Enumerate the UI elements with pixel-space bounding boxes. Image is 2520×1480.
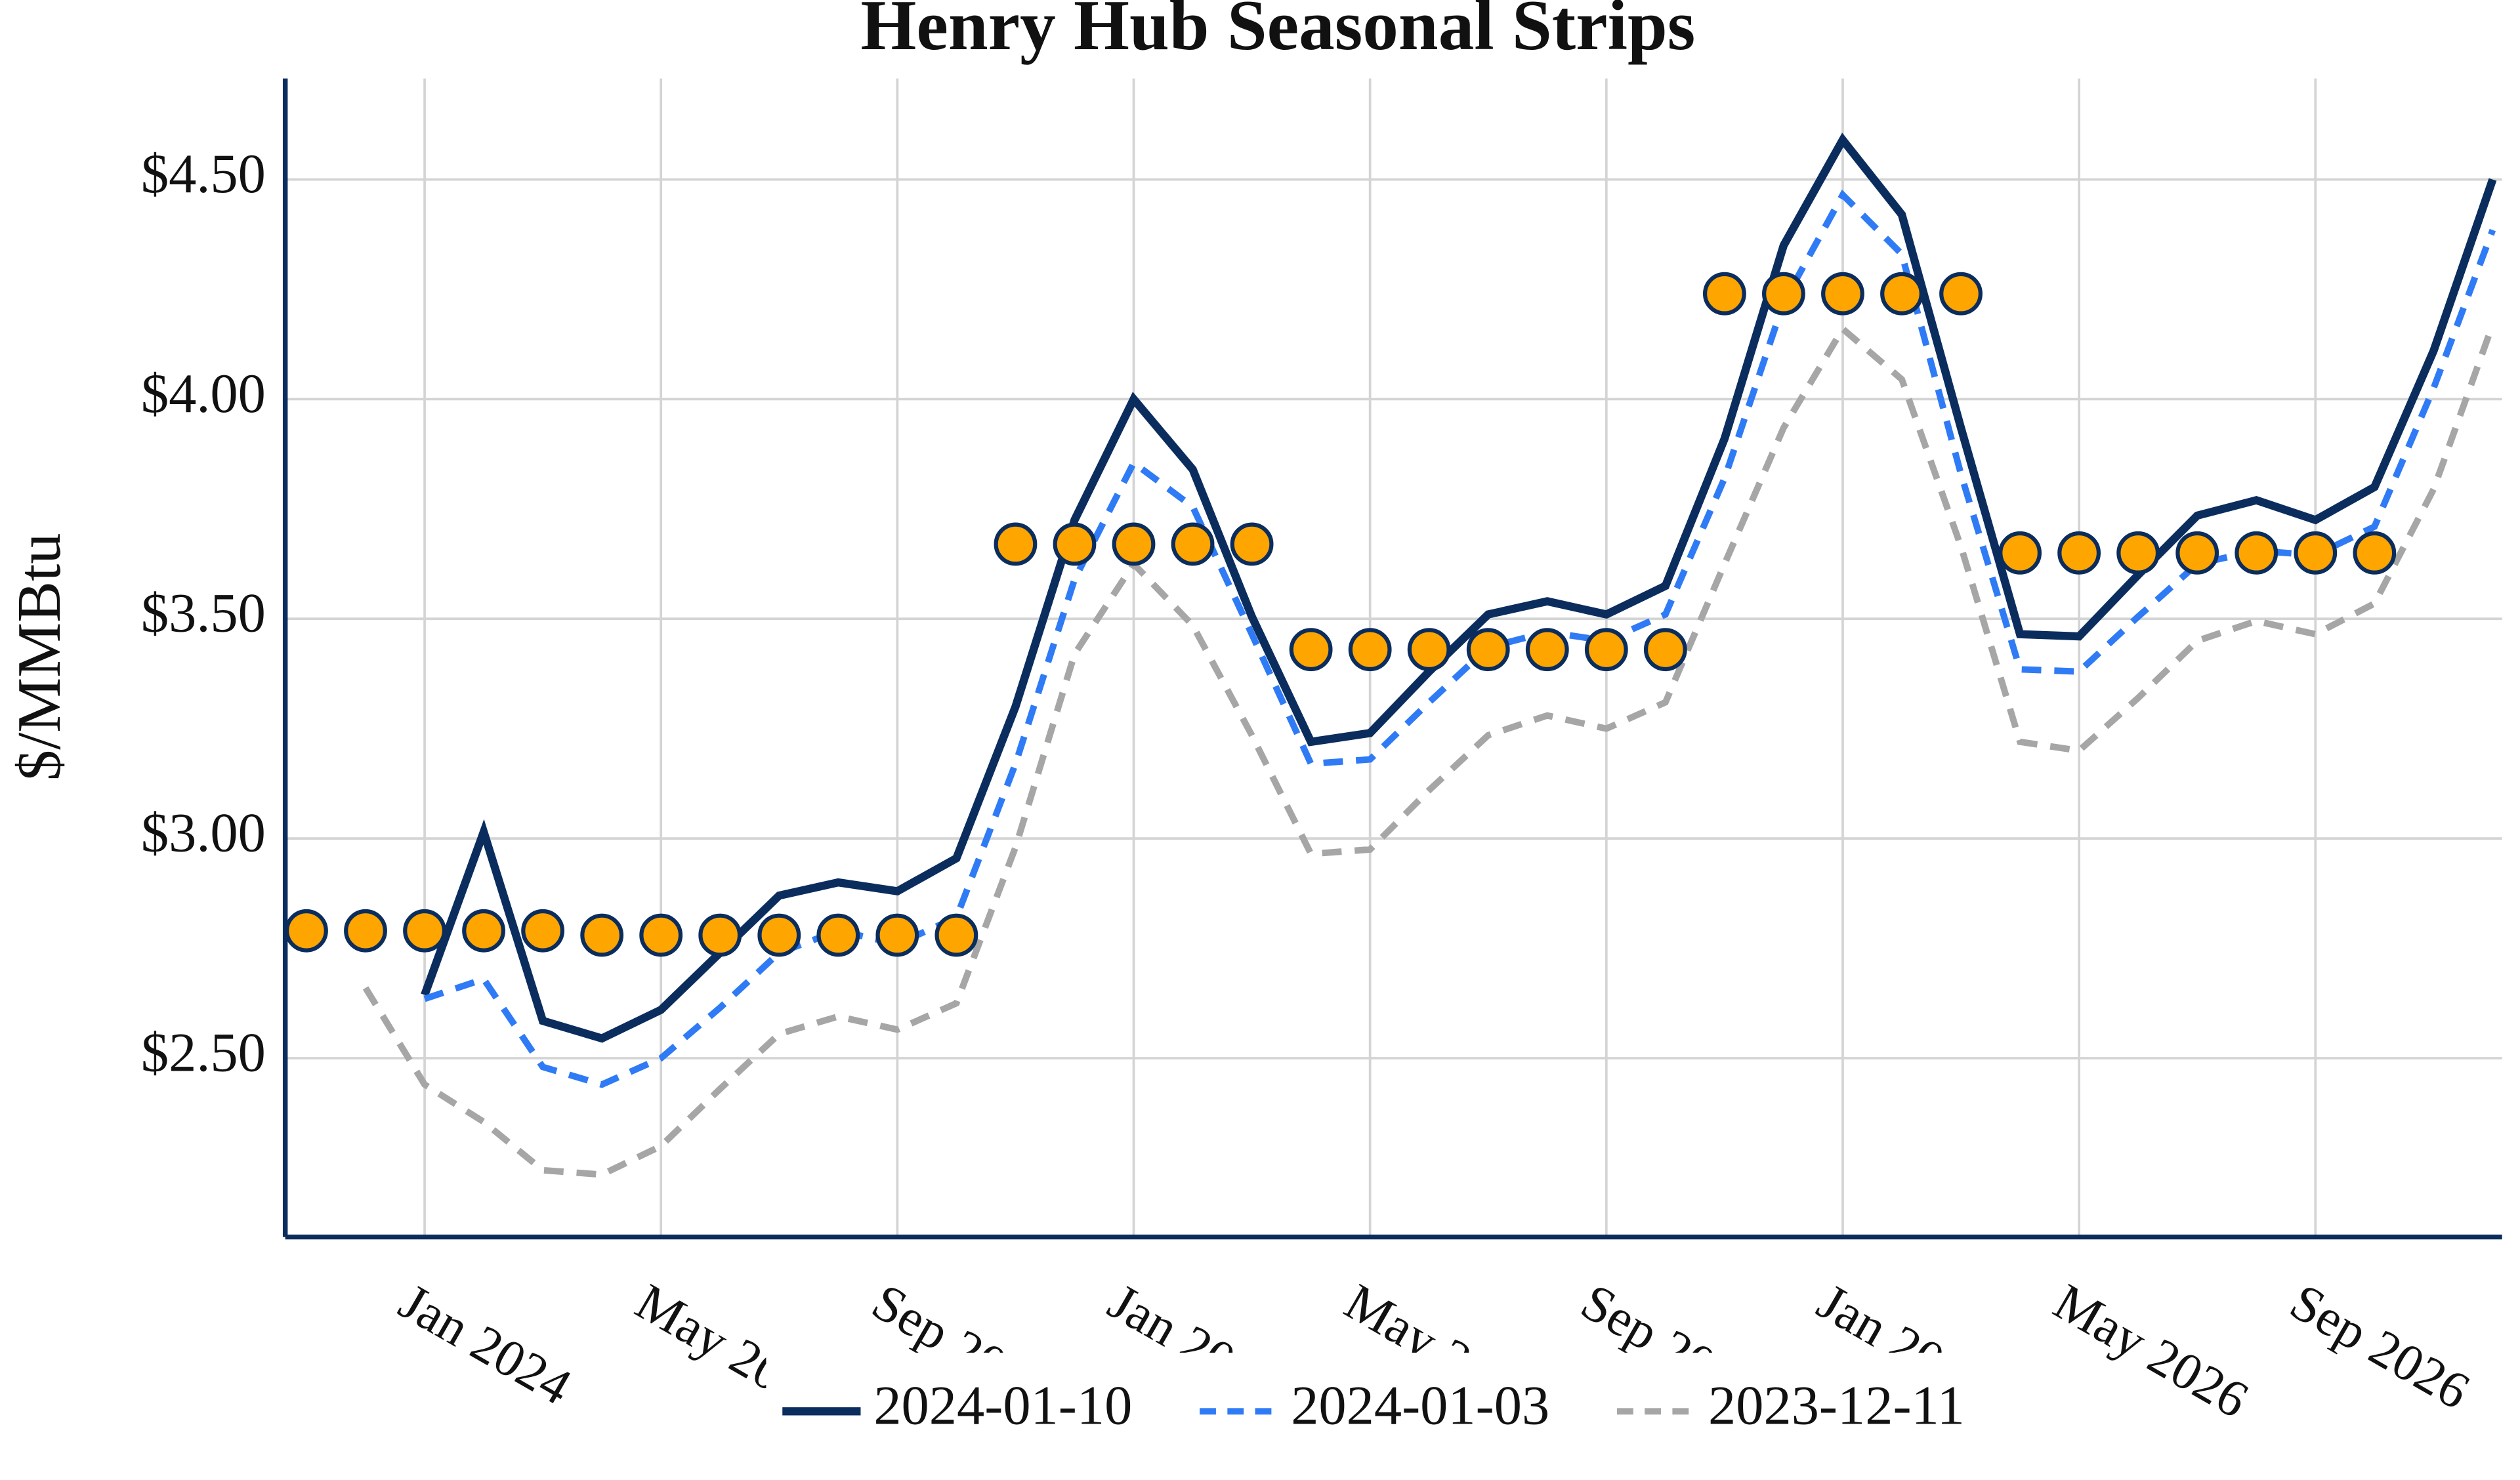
- strip-marker: [1998, 531, 2042, 575]
- chart-title: Henry Hub Seasonal Strips: [860, 0, 1695, 65]
- strip-marker: [2235, 531, 2278, 575]
- y-tick-label: $2.50: [141, 1022, 266, 1083]
- y-tick-label: $3.50: [141, 583, 266, 644]
- strip-marker: [1939, 272, 1983, 316]
- strip-marker: [2353, 531, 2397, 575]
- strip-marker: [757, 913, 801, 957]
- strip-marker: [1171, 522, 1215, 566]
- y-axis-label: $/MMBtu: [5, 533, 74, 781]
- y-tick-label: $3.00: [141, 803, 266, 864]
- strip-marker: [521, 909, 565, 953]
- strip-marker: [1643, 628, 1687, 672]
- strip-marker: [994, 522, 1038, 566]
- strip-marker: [1880, 272, 1923, 316]
- plot-area: [285, 133, 2497, 1178]
- legend-label: 2024-01-10: [873, 1376, 1132, 1437]
- series-line: [362, 323, 2496, 1178]
- strip-marker: [2057, 531, 2101, 575]
- strip-marker: [1407, 628, 1451, 672]
- strip-marker: [1348, 628, 1392, 672]
- strip-marker: [462, 909, 505, 953]
- legend: 2024-01-10 2024-01-03 2023-12-11: [766, 1352, 2054, 1480]
- strip-marker: [1821, 272, 1864, 316]
- strip-marker: [1584, 628, 1628, 672]
- strip-marker: [285, 909, 328, 953]
- strip-marker: [2175, 531, 2219, 575]
- strip-marker: [403, 909, 446, 953]
- strip-marker: [1053, 522, 1097, 566]
- legend-background: [766, 1352, 2054, 1480]
- strip-marker: [2116, 531, 2160, 575]
- strip-marker: [1112, 522, 1156, 566]
- strip-marker: [1702, 272, 1746, 316]
- grid: [285, 78, 2502, 1237]
- strip-marker: [1289, 628, 1333, 672]
- y-tick-label: $4.50: [141, 144, 266, 205]
- strip-marker: [816, 913, 860, 957]
- strip-marker: [934, 913, 978, 957]
- y-tick-label: $4.00: [141, 363, 266, 424]
- strip-marker: [875, 913, 919, 957]
- strip-marker: [698, 913, 742, 957]
- legend-label: 2023-12-11: [1708, 1376, 1965, 1437]
- strip-marker: [1230, 522, 1274, 566]
- legend-label: 2024-01-03: [1291, 1376, 1549, 1437]
- strip-marker: [1466, 628, 1510, 672]
- strip-marker: [639, 913, 683, 957]
- strip-marker: [580, 913, 624, 957]
- strip-marker: [1525, 628, 1569, 672]
- strip-marker: [344, 909, 387, 953]
- strip-marker: [1762, 272, 1805, 316]
- strip-marker: [2294, 531, 2338, 575]
- series-line: [423, 189, 2496, 1088]
